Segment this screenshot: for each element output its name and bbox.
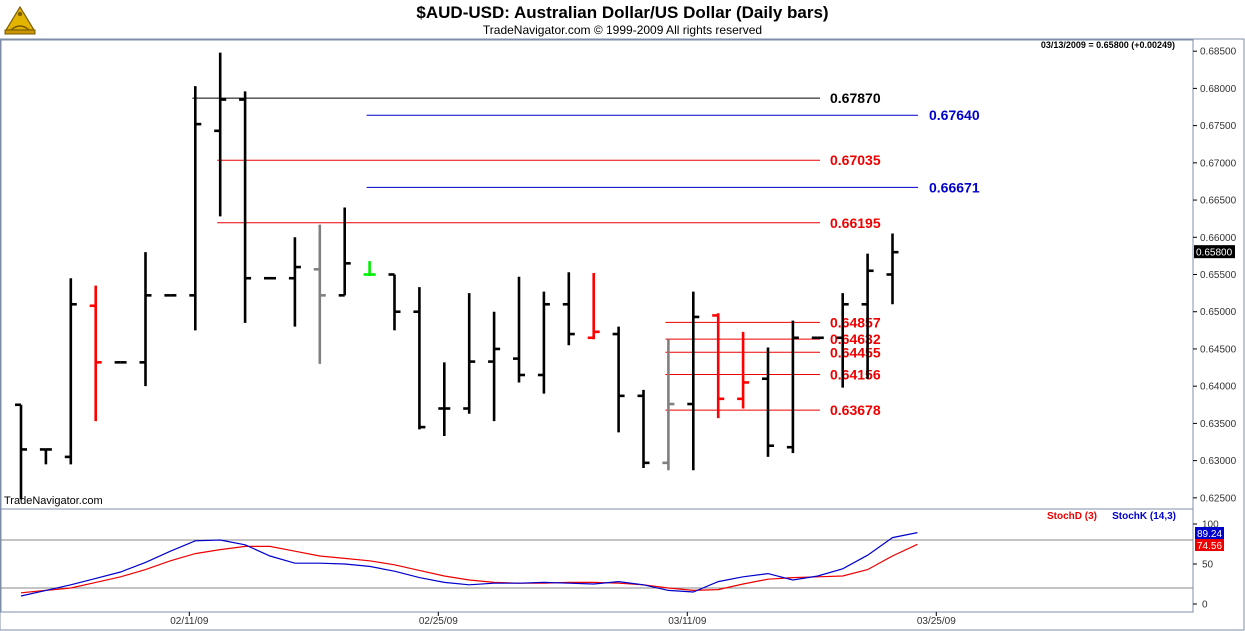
price-axis: 0.62500 0.63000 0.63500 0.64000 0.64500 0.650… <box>1193 47 1237 504</box>
stochd-last-box <box>1195 539 1224 551</box>
price-bars <box>15 52 899 500</box>
legend-stochk: StochK (14,3) <box>1112 511 1176 522</box>
ohlc-bar <box>886 233 899 305</box>
ohlc-bar <box>338 207 351 297</box>
date-tick-label: 02/25/09 <box>419 616 458 627</box>
last-price-marker: 0.65800 <box>1194 245 1235 259</box>
price-tick-label: 0.62500 <box>1200 493 1237 504</box>
price-panel <box>0 39 1194 510</box>
ohlc-bar <box>762 347 774 457</box>
level-label: 0.64857 <box>830 314 881 330</box>
price-tick-label: 0.66500 <box>1200 196 1237 207</box>
price-tick-label: 0.63500 <box>1200 419 1237 430</box>
last-price-label: 0.65800 <box>1196 248 1233 259</box>
stochk-last-box <box>1195 527 1224 539</box>
stochastic-last-values: 89.24 74.56 <box>1195 527 1224 552</box>
chart-title: $AUD-USD: Australian Dollar/US Dollar (D… <box>416 3 829 22</box>
ohlc-bar <box>687 291 700 471</box>
ohlc-bar <box>438 362 451 437</box>
outer-frame <box>0 38 1245 631</box>
ohlc-bar <box>562 272 575 346</box>
last-quote-label: 03/13/2009 = 0.65800 (+0.00249) <box>1041 40 1175 50</box>
price-tick-label: 0.64000 <box>1200 382 1237 393</box>
ohlc-bar <box>288 237 301 327</box>
ohlc-bar <box>612 326 625 433</box>
stochastic-tick-label: 0 <box>1202 600 1208 611</box>
level-label: 0.63678 <box>830 402 881 418</box>
ohlc-bar <box>786 320 799 454</box>
ohlc-bar <box>737 331 750 409</box>
copyright-subtitle: TradeNavigator.com © 1999-2009 All right… <box>482 23 763 37</box>
last-price-box <box>1194 245 1235 259</box>
ohlc-bar <box>712 313 725 419</box>
stochastic-tick-label: 50 <box>1202 560 1214 571</box>
stochastic-series-line <box>20 543 918 594</box>
price-tick-label: 0.67000 <box>1200 158 1237 169</box>
ohlc-bar <box>363 261 376 276</box>
ohlc-bar <box>239 91 252 323</box>
ohlc-bar <box>537 291 550 394</box>
level-label: 0.67035 <box>830 152 881 168</box>
stochd-last-label: 74.56 <box>1197 541 1222 552</box>
date-axis: 02/11/09 02/25/09 03/11/09 03/25/09 <box>170 612 956 627</box>
price-tick-label: 0.65000 <box>1200 307 1237 318</box>
stochastic-series-line <box>20 532 918 597</box>
level-label: 0.67640 <box>929 107 980 123</box>
ohlc-bar <box>64 278 77 465</box>
ohlc-bar <box>388 273 401 331</box>
legend-stochd: StochD (3) <box>1047 511 1097 522</box>
ohlc-bar <box>413 287 426 430</box>
ohlc-bar <box>313 224 326 364</box>
ohlc-bar <box>637 389 650 469</box>
stochastic-lines <box>1 532 1193 597</box>
price-tick-label: 0.64500 <box>1200 344 1237 355</box>
price-tick-label: 0.65500 <box>1200 270 1237 281</box>
date-tick-label: 03/11/09 <box>668 616 707 627</box>
ohlc-bar <box>513 276 525 383</box>
ohlc-bar <box>488 311 501 422</box>
price-tick-label: 0.68000 <box>1200 84 1237 95</box>
ohlc-bar <box>662 339 675 471</box>
price-tick-label: 0.63000 <box>1200 456 1237 467</box>
stochastic-tick-label: 100 <box>1202 520 1219 531</box>
stochastic-panel <box>0 508 1194 613</box>
watermark-label: TradeNavigator.com <box>4 495 103 507</box>
level-label: 0.66671 <box>929 179 980 195</box>
ohlc-bar <box>836 293 849 388</box>
price-tick-label: 0.67500 <box>1200 121 1237 132</box>
ohlc-bar <box>139 252 152 387</box>
ohlc-bar <box>189 86 202 331</box>
stochastic-axis: 0 50 100 <box>1193 520 1219 611</box>
ohlc-bar <box>861 253 874 379</box>
ohlc-bar <box>587 273 600 340</box>
level-label: 0.67870 <box>830 90 881 106</box>
price-tick-label: 0.68500 <box>1200 47 1237 58</box>
ohlc-bar <box>463 293 476 414</box>
date-tick-label: 02/11/09 <box>170 616 209 627</box>
level-label: 0.66195 <box>830 215 881 231</box>
price-tick-label: 0.66000 <box>1200 233 1237 244</box>
sextant-logo-icon <box>4 5 36 35</box>
ohlc-bar <box>39 448 52 465</box>
ohlc-bar <box>214 52 227 217</box>
ohlc-bar <box>89 285 102 422</box>
ohlc-bar <box>15 403 27 500</box>
level-label: 0.64156 <box>830 367 881 383</box>
date-tick-label: 03/25/09 <box>917 616 956 627</box>
level-label: 0.64455 <box>830 344 881 360</box>
stochk-last-label: 89.24 <box>1197 529 1222 540</box>
